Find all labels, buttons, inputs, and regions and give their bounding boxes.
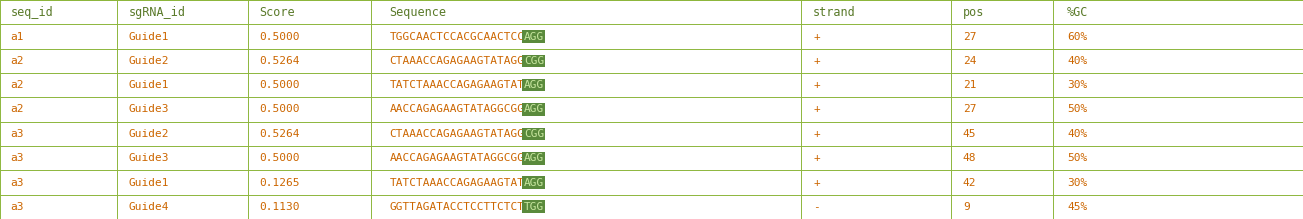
Text: Guide3: Guide3 bbox=[129, 153, 169, 163]
Text: AGG: AGG bbox=[524, 80, 545, 90]
Text: 27: 27 bbox=[963, 32, 976, 41]
Text: 0.5000: 0.5000 bbox=[259, 153, 300, 163]
Text: CTAAACCAGAGAAGTATAGG: CTAAACCAGAGAAGTATAGG bbox=[390, 129, 525, 139]
Text: 40%: 40% bbox=[1067, 129, 1088, 139]
Text: Score: Score bbox=[259, 6, 294, 19]
Text: strand: strand bbox=[813, 6, 856, 19]
Text: a2: a2 bbox=[10, 104, 23, 115]
Text: +: + bbox=[813, 104, 820, 115]
Text: a1: a1 bbox=[10, 32, 23, 41]
Text: 0.1130: 0.1130 bbox=[259, 202, 300, 212]
Text: Guide3: Guide3 bbox=[129, 104, 169, 115]
Text: a3: a3 bbox=[10, 153, 23, 163]
Text: 0.1265: 0.1265 bbox=[259, 178, 300, 187]
Text: +: + bbox=[813, 80, 820, 90]
Text: Guide1: Guide1 bbox=[129, 178, 169, 187]
Text: 50%: 50% bbox=[1067, 104, 1088, 115]
Text: AGG: AGG bbox=[524, 153, 545, 163]
Text: AGG: AGG bbox=[524, 178, 545, 187]
Text: seq_id: seq_id bbox=[10, 6, 53, 19]
Text: AACCAGAGAAGTATAGGCGG: AACCAGAGAAGTATAGGCGG bbox=[390, 153, 525, 163]
Text: -: - bbox=[813, 202, 820, 212]
Text: TGG: TGG bbox=[524, 202, 545, 212]
Text: 27: 27 bbox=[963, 104, 976, 115]
Text: a3: a3 bbox=[10, 178, 23, 187]
Text: 30%: 30% bbox=[1067, 178, 1088, 187]
Text: +: + bbox=[813, 153, 820, 163]
Text: %GC: %GC bbox=[1067, 6, 1088, 19]
Text: +: + bbox=[813, 129, 820, 139]
Text: 24: 24 bbox=[963, 56, 976, 66]
Text: Sequence: Sequence bbox=[390, 6, 447, 19]
Text: Guide4: Guide4 bbox=[129, 202, 169, 212]
Text: CGG: CGG bbox=[524, 129, 545, 139]
Text: CTAAACCAGAGAAGTATAGG: CTAAACCAGAGAAGTATAGG bbox=[390, 56, 525, 66]
Text: 40%: 40% bbox=[1067, 56, 1088, 66]
Text: AGG: AGG bbox=[524, 104, 545, 115]
Text: AGG: AGG bbox=[524, 32, 545, 41]
Text: a3: a3 bbox=[10, 202, 23, 212]
Text: +: + bbox=[813, 32, 820, 41]
Text: 45: 45 bbox=[963, 129, 976, 139]
Text: GGTTAGATACCTCCTTCTCT: GGTTAGATACCTCCTTCTCT bbox=[390, 202, 525, 212]
Text: a2: a2 bbox=[10, 56, 23, 66]
Text: CGG: CGG bbox=[524, 56, 545, 66]
Text: +: + bbox=[813, 56, 820, 66]
Text: 50%: 50% bbox=[1067, 153, 1088, 163]
Text: 9: 9 bbox=[963, 202, 969, 212]
Text: sgRNA_id: sgRNA_id bbox=[129, 6, 186, 19]
Text: Guide1: Guide1 bbox=[129, 32, 169, 41]
Text: TATCTAAACCAGAGAAGTAT: TATCTAAACCAGAGAAGTAT bbox=[390, 80, 525, 90]
Text: a3: a3 bbox=[10, 129, 23, 139]
Text: 0.5264: 0.5264 bbox=[259, 129, 300, 139]
Text: 0.5000: 0.5000 bbox=[259, 32, 300, 41]
Text: pos: pos bbox=[963, 6, 984, 19]
Text: 0.5264: 0.5264 bbox=[259, 56, 300, 66]
Text: +: + bbox=[813, 178, 820, 187]
Text: 0.5000: 0.5000 bbox=[259, 104, 300, 115]
Text: Guide1: Guide1 bbox=[129, 80, 169, 90]
Text: 42: 42 bbox=[963, 178, 976, 187]
Text: 60%: 60% bbox=[1067, 32, 1088, 41]
Text: a2: a2 bbox=[10, 80, 23, 90]
Text: 45%: 45% bbox=[1067, 202, 1088, 212]
Text: AACCAGAGAAGTATAGGCGG: AACCAGAGAAGTATAGGCGG bbox=[390, 104, 525, 115]
Text: TATCTAAACCAGAGAAGTAT: TATCTAAACCAGAGAAGTAT bbox=[390, 178, 525, 187]
Text: TGGCAACTCCACGCAACTCC: TGGCAACTCCACGCAACTCC bbox=[390, 32, 525, 41]
Text: 30%: 30% bbox=[1067, 80, 1088, 90]
Text: 0.5000: 0.5000 bbox=[259, 80, 300, 90]
Text: 48: 48 bbox=[963, 153, 976, 163]
Text: 21: 21 bbox=[963, 80, 976, 90]
Text: Guide2: Guide2 bbox=[129, 56, 169, 66]
Text: Guide2: Guide2 bbox=[129, 129, 169, 139]
